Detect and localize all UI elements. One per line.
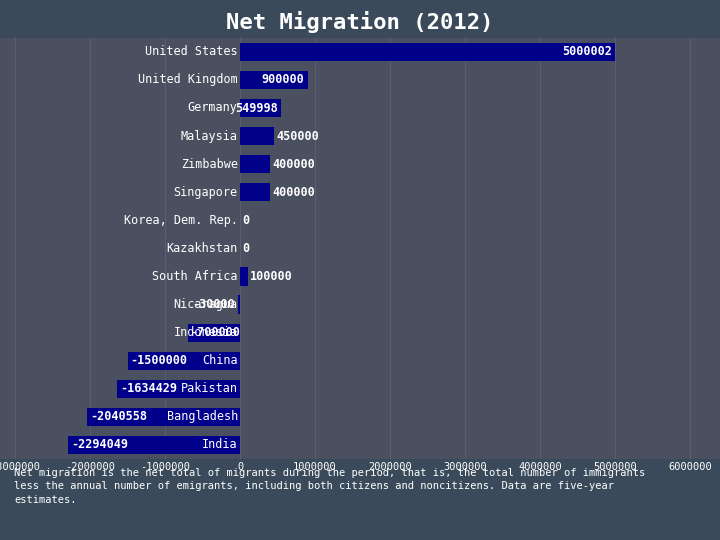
- Text: United States: United States: [145, 45, 238, 58]
- Text: 100000: 100000: [250, 270, 292, 283]
- Text: Germany: Germany: [188, 102, 238, 114]
- Text: Singapore: Singapore: [174, 186, 238, 199]
- Bar: [240, 267, 248, 286]
- Text: Indonesia: Indonesia: [174, 326, 238, 339]
- Text: China: China: [202, 354, 238, 367]
- Text: Zimbabwe: Zimbabwe: [181, 158, 238, 171]
- Bar: [68, 436, 240, 454]
- Text: 900000: 900000: [262, 73, 305, 86]
- Title: Net Migration (2012): Net Migration (2012): [226, 11, 494, 33]
- Text: 400000: 400000: [272, 158, 315, 171]
- Text: Malaysia: Malaysia: [181, 130, 238, 143]
- Text: -700000: -700000: [191, 326, 240, 339]
- Text: 549998: 549998: [235, 102, 278, 114]
- Text: 0: 0: [242, 214, 249, 227]
- Bar: [238, 295, 240, 314]
- Bar: [240, 183, 270, 201]
- Text: 450000: 450000: [276, 130, 319, 143]
- Bar: [87, 408, 240, 426]
- Text: -30000: -30000: [193, 298, 235, 311]
- Bar: [240, 99, 282, 117]
- Text: 0: 0: [242, 242, 249, 255]
- Bar: [240, 71, 307, 89]
- Bar: [187, 323, 240, 342]
- Text: 400000: 400000: [272, 186, 315, 199]
- Text: South Africa: South Africa: [152, 270, 238, 283]
- Text: -1634429: -1634429: [120, 382, 177, 395]
- Text: Korea, Dem. Rep.: Korea, Dem. Rep.: [124, 214, 238, 227]
- Bar: [117, 380, 240, 398]
- Bar: [240, 155, 270, 173]
- Text: Bangladesh: Bangladesh: [166, 410, 238, 423]
- Text: 5000002: 5000002: [562, 45, 612, 58]
- Text: Pakistan: Pakistan: [181, 382, 238, 395]
- Text: United Kingdom: United Kingdom: [138, 73, 238, 86]
- Bar: [240, 127, 274, 145]
- Text: -2294049: -2294049: [71, 438, 128, 451]
- Text: Net migration is the net total of migrants during the period, that is, the total: Net migration is the net total of migran…: [14, 468, 646, 504]
- Text: -2040558: -2040558: [90, 410, 147, 423]
- Text: Nicaragua: Nicaragua: [174, 298, 238, 311]
- Text: India: India: [202, 438, 238, 451]
- Bar: [240, 43, 615, 61]
- Bar: [127, 352, 240, 370]
- Text: -1500000: -1500000: [130, 354, 187, 367]
- Text: Kazakhstan: Kazakhstan: [166, 242, 238, 255]
